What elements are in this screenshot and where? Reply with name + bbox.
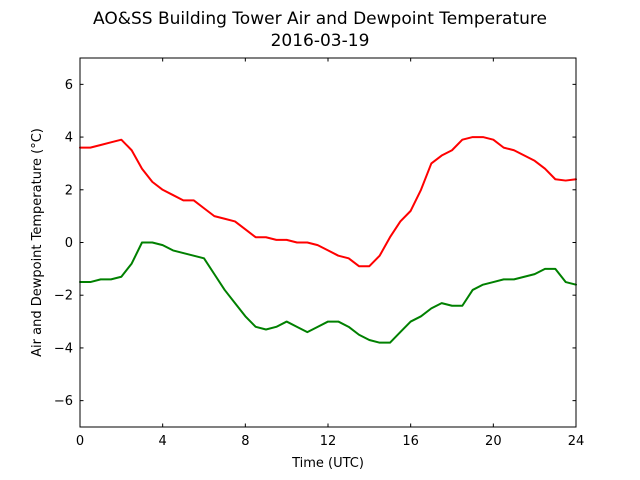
series-line-2 [79,241,577,344]
y-tick-label: 6 [65,78,73,93]
y-tick-label: −2 [54,289,73,304]
y-axis-label: Air and Dewpoint Temperature (°C) [30,128,45,357]
chart-subtitle: 2016-03-19 [271,31,370,51]
y-tick-label: 4 [65,131,73,146]
x-tick-label: 0 [76,434,84,449]
y-tick-label: −4 [54,341,73,356]
y-tick-label: −6 [54,394,73,409]
x-tick-label: 12 [320,434,337,449]
x-tick-label: 16 [402,434,419,449]
chart-title: AO&SS Building Tower Air and Dewpoint Te… [93,9,547,29]
x-tick-label: 20 [485,434,502,449]
x-tick-label: 8 [241,434,249,449]
x-axis-label: Time (UTC) [291,456,364,471]
y-tick-label: 0 [65,236,73,251]
series-layer [79,136,577,344]
y-tick-label: 2 [65,183,73,198]
x-tick-label: 24 [568,434,585,449]
x-tick-label: 4 [159,434,167,449]
series-line-1 [79,136,577,268]
